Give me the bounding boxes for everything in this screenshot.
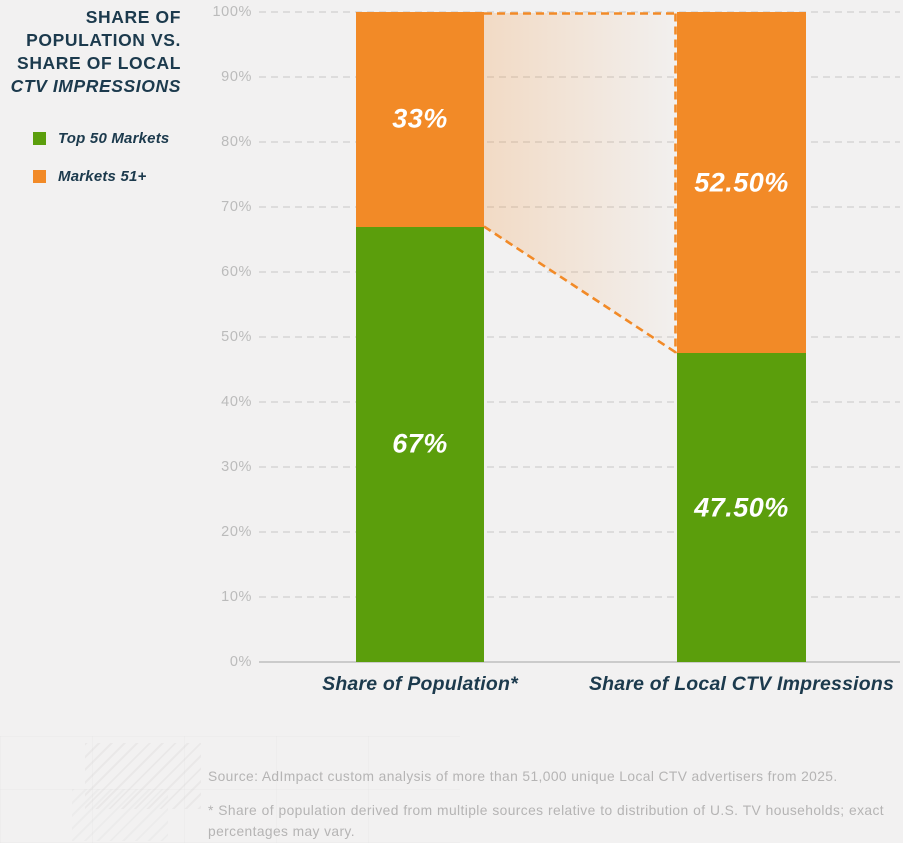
bar-segment-markets-51- xyxy=(356,12,484,227)
bar-value-label: 52.50% xyxy=(694,167,789,198)
legend-label: Top 50 Markets xyxy=(58,130,170,147)
category-label: Share of Local CTV Impressions xyxy=(588,673,895,695)
bar-segment-top-50-markets xyxy=(677,353,806,662)
legend-swatch-green xyxy=(33,132,46,145)
source-note: Source: AdImpact custom analysis of more… xyxy=(208,769,838,784)
gridline-20% xyxy=(259,531,900,533)
gridline-10% xyxy=(259,596,900,598)
legend-swatch-orange xyxy=(33,170,46,183)
category-label: Share of Population* xyxy=(322,673,518,695)
footnote: * Share of population derived from multi… xyxy=(208,803,884,839)
connector-band xyxy=(483,12,678,355)
y-axis-tick-label: 30% xyxy=(221,459,252,475)
connector-fill xyxy=(484,13,677,354)
legend-label: Markets 51+ xyxy=(58,168,147,185)
connector-dashed-lines xyxy=(483,12,678,355)
bar-value-label: 67% xyxy=(392,428,448,459)
y-axis-tick-label: 70% xyxy=(221,199,252,215)
decorative-hatched-square xyxy=(85,743,201,809)
gridline-50% xyxy=(259,336,900,338)
chart-title-line: SHARE OF LOCAL xyxy=(17,53,181,73)
gridline-100% xyxy=(259,11,900,13)
bar-value-label: 33% xyxy=(392,103,448,134)
y-axis-tick-label: 80% xyxy=(221,134,252,150)
chart-title: SHARE OF POPULATION VS. SHARE OF LOCAL C… xyxy=(0,6,181,98)
y-axis-tick-label: 40% xyxy=(221,394,252,410)
connector-svg xyxy=(483,12,678,355)
y-axis-tick-label: 50% xyxy=(221,329,252,345)
legend-item-top-50-markets: Top 50 Markets xyxy=(33,130,169,147)
bar-value-label: 47.50% xyxy=(694,492,789,523)
y-axis-tick-label: 20% xyxy=(221,524,252,540)
y-axis-tick-label: 0% xyxy=(229,654,252,670)
chart-legend: Top 50 Markets Markets 51+ xyxy=(33,130,169,206)
y-axis-tick-label: 10% xyxy=(221,589,252,605)
legend-item-markets-51-plus: Markets 51+ xyxy=(33,168,169,185)
gridline-30% xyxy=(259,466,900,468)
chart-title-line: SHARE OF xyxy=(85,7,181,27)
y-axis-tick-label: 100% xyxy=(212,4,252,20)
chart-title-line: POPULATION VS. xyxy=(26,30,181,50)
decorative-hatched-square xyxy=(72,789,168,841)
bar-segment-markets-51- xyxy=(677,12,806,354)
x-axis-baseline xyxy=(259,661,900,663)
y-axis-tick-label: 90% xyxy=(221,69,252,85)
bar-segment-top-50-markets xyxy=(356,226,484,662)
gridline-40% xyxy=(259,401,900,403)
y-axis-tick-label: 60% xyxy=(221,264,252,280)
chart-title-line: CTV IMPRESSIONS xyxy=(10,76,181,96)
